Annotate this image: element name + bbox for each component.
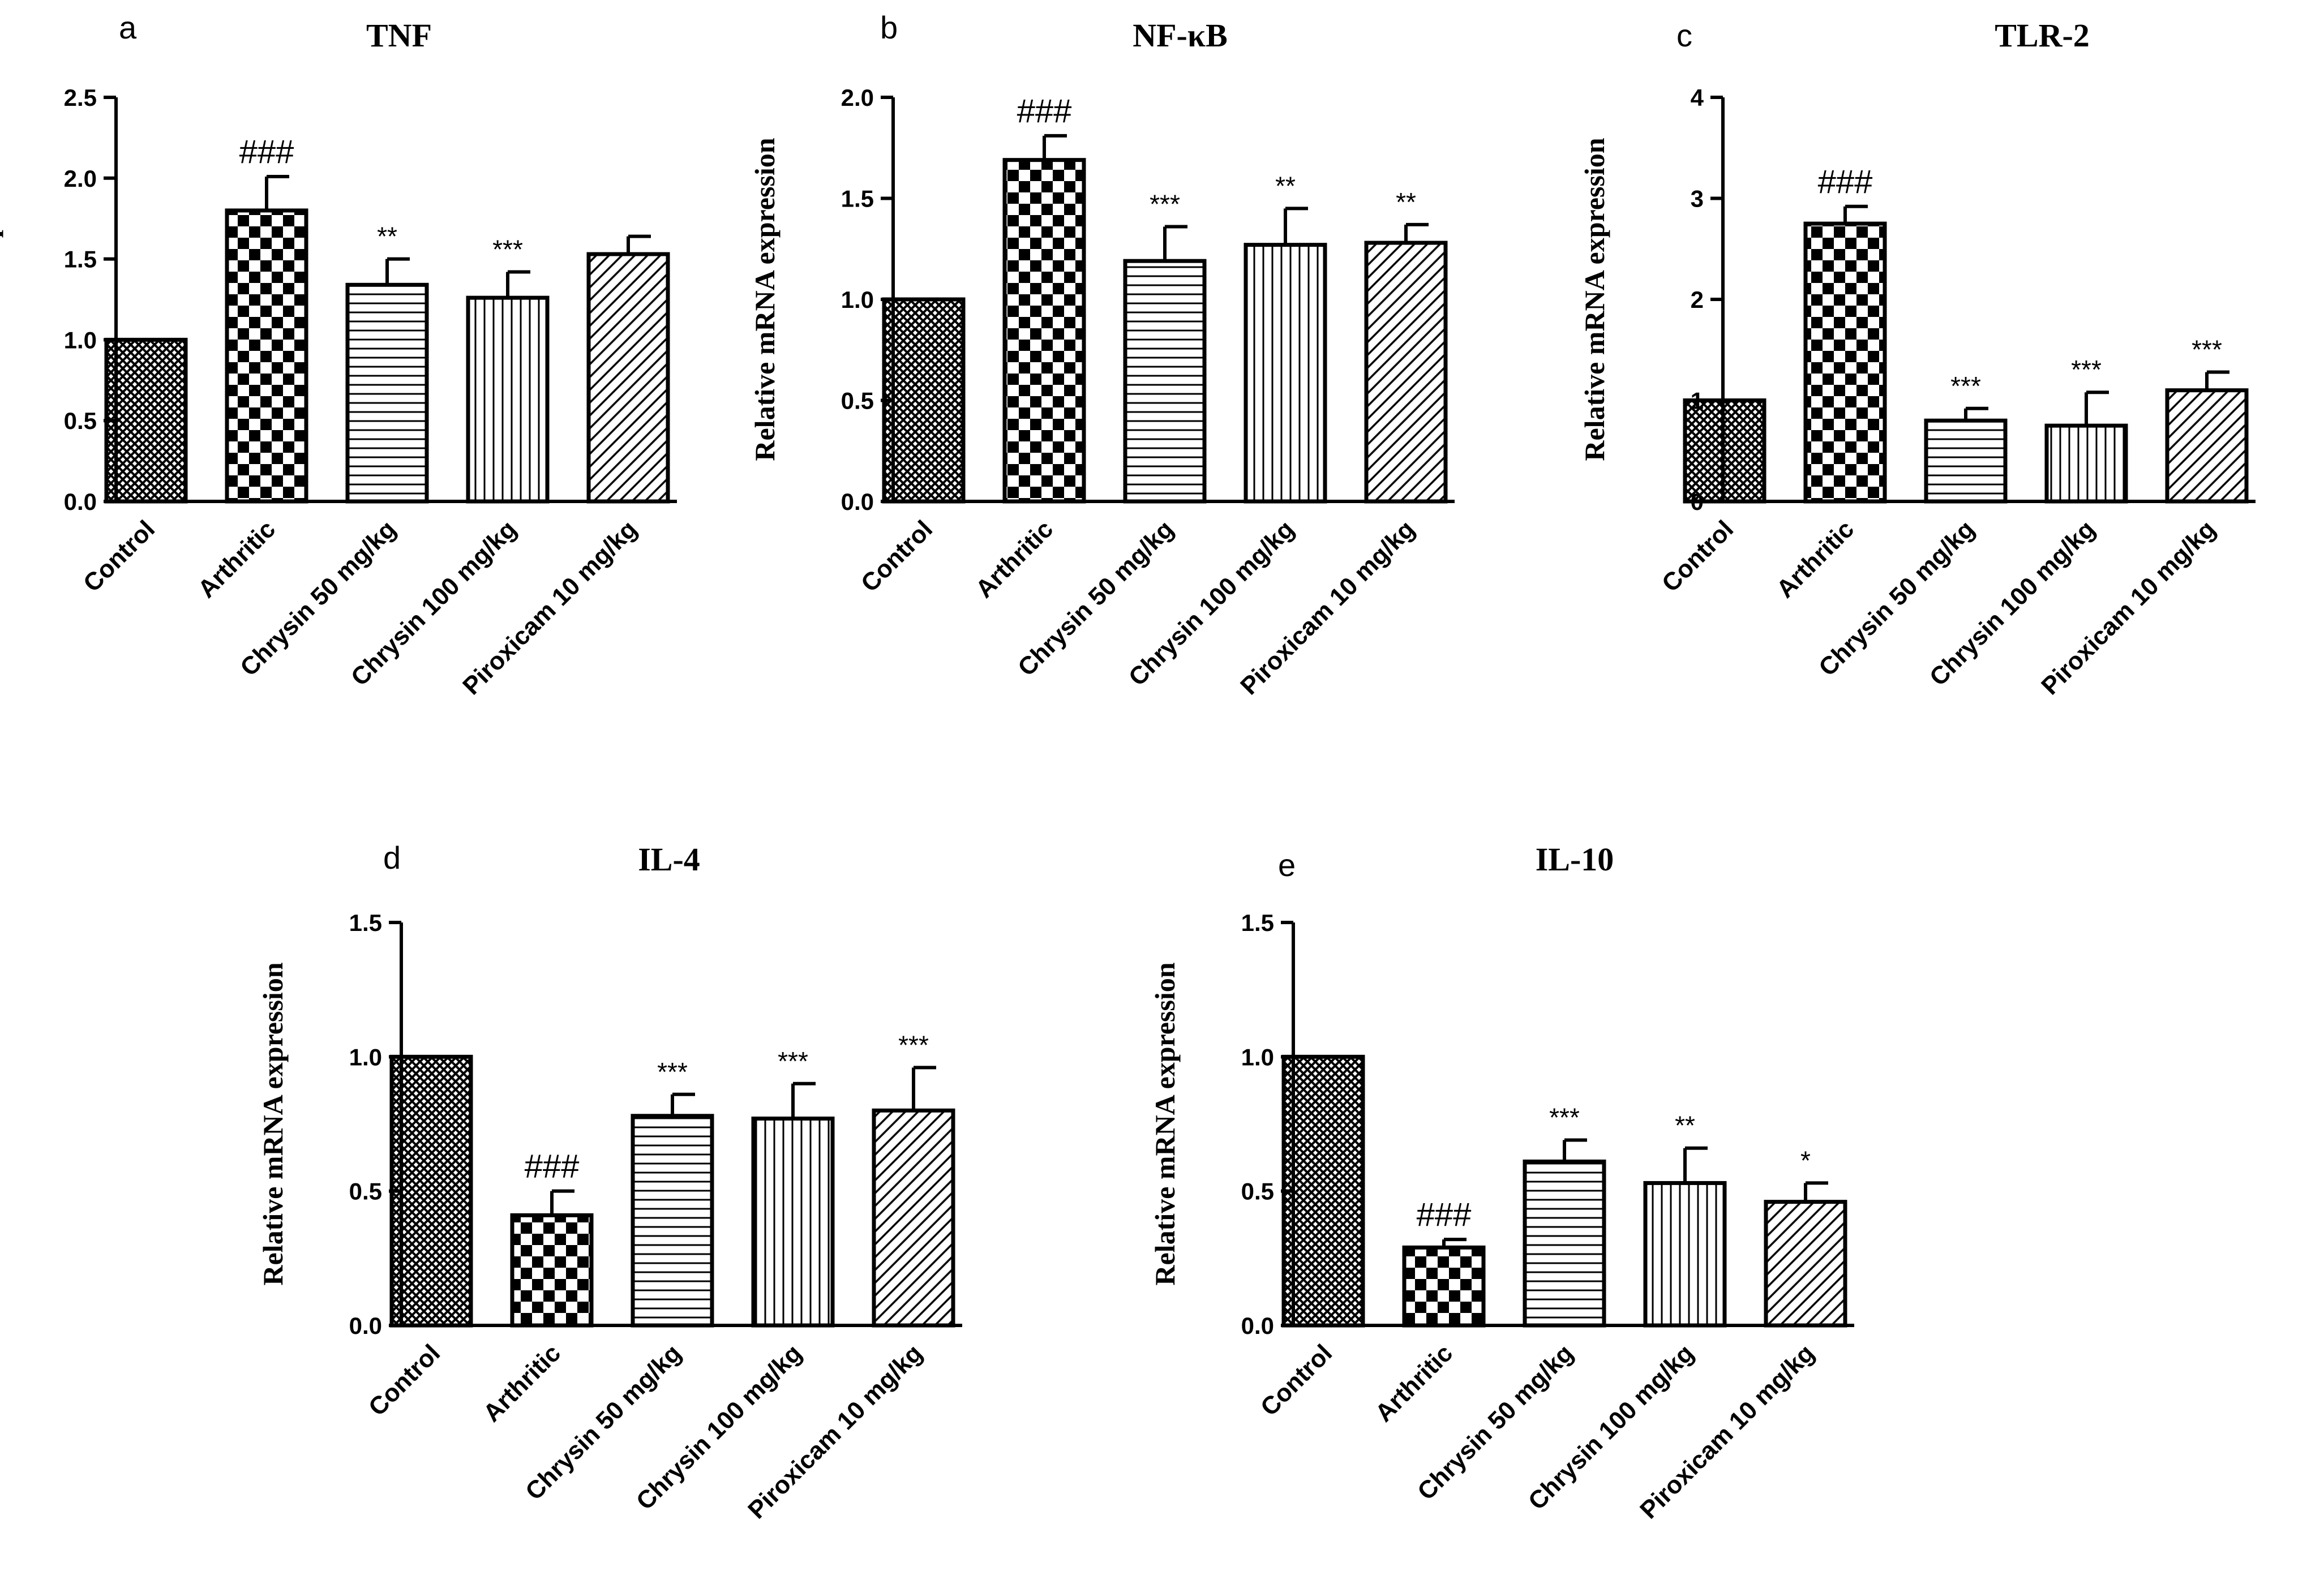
x-tick-label: Control [78, 515, 160, 597]
chart-title: IL-4 [638, 841, 700, 878]
significance-annotation: ### [1818, 164, 1873, 200]
y-tick-label: 2.0 [841, 84, 874, 111]
significance-annotation: ** [1396, 187, 1416, 217]
y-tick-label: 1.5 [64, 246, 97, 273]
significance-annotation: ### [1417, 1196, 1472, 1233]
bar-control [389, 1054, 473, 1328]
bar-chrysin-100-mg-kg [1643, 1181, 1727, 1328]
significance-annotation: *** [1950, 371, 1981, 401]
chart-title: NF-κB [1133, 17, 1228, 54]
significance-annotation: ** [377, 222, 397, 251]
bar-arthritic [1803, 221, 1887, 504]
bar-chrysin-100-mg-kg [751, 1117, 835, 1328]
significance-annotation: *** [657, 1057, 688, 1087]
x-tick-label: Control [856, 515, 938, 597]
bar-chrysin-100-mg-kg [1244, 243, 1327, 504]
bar-arthritic [1002, 158, 1086, 504]
y-tick-label: 0.0 [1241, 1312, 1274, 1339]
x-tick-label: Arthritic [1771, 515, 1859, 603]
bar-arthritic [225, 208, 308, 504]
panel-e: e IL-10 Relative mRNA expression Control ###… [1149, 841, 1854, 1524]
significance-annotation: *** [1150, 189, 1180, 218]
y-tick-label: 0.5 [1241, 1178, 1274, 1205]
y-tick-label: 0 [1691, 488, 1704, 515]
chart-title: TNF [366, 17, 432, 54]
y-tick-label: 0.5 [841, 388, 874, 414]
y-tick-label: 1.0 [841, 286, 874, 313]
y-tick-label: 0.5 [349, 1178, 382, 1205]
x-tick-label: Arthritic [970, 515, 1058, 603]
x-tick-label: Arthritic [1370, 1339, 1458, 1427]
y-tick-label: 1.5 [349, 909, 382, 936]
bar-chrysin-100-mg-kg [466, 295, 550, 504]
y-tick-label: 0.0 [349, 1312, 382, 1339]
significance-annotation: ### [239, 134, 294, 170]
panel-d: d IL-4 Relative mRNA expression Control ### A… [257, 840, 962, 1524]
panel-letter: e [1278, 847, 1296, 883]
bar-piroxicam-10-mg-kg [586, 252, 670, 504]
significance-annotation: ** [1675, 1111, 1695, 1140]
bar-chrysin-50-mg-kg [1123, 259, 1207, 504]
y-tick-label: 1.0 [349, 1044, 382, 1070]
panel-letter: d [383, 840, 401, 875]
significance-annotation: *** [492, 234, 523, 264]
significance-annotation: *** [778, 1046, 808, 1076]
significance-annotation: ### [1017, 93, 1072, 130]
bar-piroxicam-10-mg-kg [872, 1108, 955, 1328]
chart-title: IL-10 [1536, 841, 1614, 878]
bar-chrysin-50-mg-kg [1924, 418, 2008, 504]
significance-annotation: * [1800, 1145, 1811, 1175]
x-tick-label: Arthritic [478, 1339, 566, 1427]
y-tick-label: 4 [1691, 84, 1704, 111]
significance-annotation: *** [2192, 335, 2222, 364]
bar-piroxicam-10-mg-kg [2165, 388, 2249, 504]
y-tick-label: 1.5 [1241, 909, 1274, 936]
bar-arthritic [510, 1213, 594, 1328]
significance-annotation: ** [1275, 171, 1296, 200]
y-tick-label: 2 [1691, 286, 1704, 313]
bar-chrysin-50-mg-kg [631, 1114, 714, 1328]
y-tick-label: 2.0 [64, 165, 97, 192]
y-axis-label: Relative mRNA expression [257, 962, 289, 1285]
bar-piroxicam-10-mg-kg [1364, 241, 1448, 504]
y-tick-label: 3 [1691, 186, 1704, 212]
bar-control [882, 297, 966, 504]
y-tick-label: 2.5 [64, 84, 97, 111]
bar-arthritic [1402, 1245, 1486, 1328]
y-tick-label: 1.0 [1241, 1044, 1274, 1070]
significance-annotation: ### [525, 1148, 580, 1185]
x-tick-label: Control [1657, 515, 1739, 597]
y-tick-label: 0.0 [64, 488, 97, 515]
panel-a: a TNF Relative mRNA expression Control ### Ar… [0, 10, 677, 700]
bar-piroxicam-10-mg-kg [1764, 1200, 1847, 1328]
significance-annotation: *** [1549, 1102, 1580, 1132]
y-axis-label: Relative mRNA expression [0, 138, 3, 461]
y-axis-label: Relative mRNA expression [749, 138, 781, 461]
panel-letter: c [1676, 18, 1692, 53]
x-tick-label: Arthritic [192, 515, 281, 603]
chart-title: TLR-2 [1995, 17, 2090, 54]
x-tick-label: Control [1255, 1339, 1337, 1421]
bar-control [1281, 1054, 1365, 1328]
y-tick-label: 1.0 [64, 327, 97, 353]
bar-control [104, 337, 188, 504]
y-axis-label: Relative mRNA expression [1149, 962, 1181, 1285]
bar-chrysin-50-mg-kg [1523, 1159, 1606, 1328]
y-tick-label: 0.0 [841, 488, 874, 515]
panel-letter: b [880, 10, 898, 45]
bar-chrysin-100-mg-kg [2044, 423, 2128, 504]
panel-c: c TLR-2 Relative mRNA expression Control ###… [1579, 17, 2256, 700]
panel-b: b NF-κB Relative mRNA expression Control ###… [749, 10, 1455, 700]
x-tick-label: Control [363, 1339, 445, 1421]
y-tick-label: 0.5 [64, 407, 97, 434]
significance-annotation: *** [898, 1030, 929, 1059]
panel-letter: a [119, 10, 137, 45]
y-tick-label: 1.5 [841, 186, 874, 212]
y-axis-label: Relative mRNA expression [1579, 138, 1610, 461]
y-tick-label: 1 [1691, 388, 1704, 414]
bar-chrysin-50-mg-kg [345, 282, 429, 504]
significance-annotation: *** [2071, 355, 2102, 384]
